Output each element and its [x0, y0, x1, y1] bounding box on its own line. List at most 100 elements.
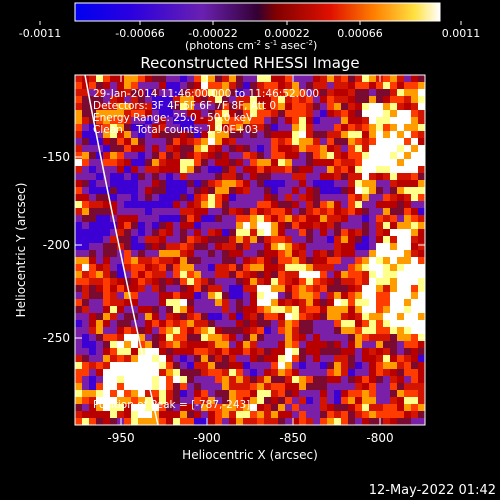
- image-pixel: [208, 180, 216, 188]
- image-pixel: [243, 320, 251, 328]
- image-pixel: [131, 159, 139, 167]
- image-pixel: [229, 383, 237, 391]
- image-pixel: [327, 327, 335, 335]
- image-pixel: [369, 369, 377, 377]
- image-pixel: [201, 369, 209, 377]
- image-pixel: [131, 138, 139, 146]
- image-pixel: [278, 117, 286, 125]
- image-pixel: [257, 285, 265, 293]
- image-pixel: [208, 124, 216, 132]
- image-pixel: [404, 306, 412, 314]
- image-pixel: [264, 355, 272, 363]
- image-pixel: [348, 285, 356, 293]
- image-pixel: [299, 313, 307, 321]
- image-pixel: [75, 173, 83, 181]
- image-pixel: [187, 355, 195, 363]
- image-pixel: [222, 418, 230, 425]
- image-pixel: [180, 145, 188, 153]
- image-pixel: [229, 257, 237, 265]
- image-pixel: [89, 383, 97, 391]
- image-pixel: [152, 75, 160, 83]
- image-pixel: [222, 383, 230, 391]
- image-pixel: [103, 271, 111, 279]
- image-pixel: [264, 313, 272, 321]
- image-pixel: [222, 208, 230, 216]
- image-pixel: [404, 229, 412, 237]
- image-pixel: [355, 348, 363, 356]
- image-pixel: [236, 236, 244, 244]
- image-pixel: [313, 299, 321, 307]
- image-pixel: [411, 117, 419, 125]
- image-pixel: [348, 117, 356, 125]
- image-pixel: [243, 89, 251, 97]
- image-pixel: [180, 376, 188, 384]
- image-pixel: [75, 271, 83, 279]
- image-pixel: [292, 390, 300, 398]
- image-pixel: [404, 271, 412, 279]
- image-pixel: [208, 348, 216, 356]
- image-pixel: [257, 376, 265, 384]
- image-pixel: [201, 131, 209, 139]
- image-pixel: [250, 145, 258, 153]
- image-pixel: [397, 348, 405, 356]
- image-pixel: [397, 138, 405, 146]
- image-pixel: [201, 411, 209, 419]
- image-pixel: [187, 82, 195, 90]
- image-pixel: [257, 271, 265, 279]
- image-pixel: [229, 348, 237, 356]
- image-pixel: [285, 341, 293, 349]
- image-pixel: [166, 250, 174, 258]
- image-pixel: [236, 243, 244, 251]
- image-pixel: [397, 194, 405, 202]
- image-pixel: [355, 131, 363, 139]
- image-pixel: [390, 194, 398, 202]
- image-pixel: [306, 397, 314, 405]
- image-pixel: [117, 152, 125, 160]
- image-pixel: [145, 341, 153, 349]
- image-pixel: [404, 159, 412, 167]
- image-pixel: [131, 397, 139, 405]
- image-pixel: [348, 313, 356, 321]
- image-pixel: [96, 138, 104, 146]
- image-pixel: [404, 138, 412, 146]
- image-pixel: [75, 82, 83, 90]
- image-pixel: [390, 75, 398, 83]
- image-pixel: [131, 355, 139, 363]
- image-pixel: [327, 285, 335, 293]
- image-pixel: [82, 159, 90, 167]
- image-pixel: [320, 194, 328, 202]
- image-pixel: [278, 103, 286, 111]
- image-pixel: [390, 313, 398, 321]
- image-pixel: [201, 278, 209, 286]
- image-pixel: [292, 383, 300, 391]
- image-pixel: [103, 243, 111, 251]
- image-pixel: [376, 390, 384, 398]
- image-pixel: [257, 257, 265, 265]
- image-pixel: [390, 138, 398, 146]
- image-pixel: [75, 362, 83, 370]
- image-pixel: [383, 75, 391, 83]
- image-pixel: [124, 292, 132, 300]
- image-pixel: [320, 243, 328, 251]
- image-pixel: [404, 103, 412, 111]
- image-pixel: [145, 320, 153, 328]
- image-pixel: [376, 194, 384, 202]
- image-pixel: [292, 82, 300, 90]
- image-pixel: [159, 173, 167, 181]
- image-pixel: [411, 348, 419, 356]
- image-pixel: [376, 411, 384, 419]
- image-pixel: [145, 75, 153, 83]
- image-pixel: [166, 222, 174, 230]
- image-pixel: [173, 103, 181, 111]
- image-pixel: [292, 236, 300, 244]
- image-pixel: [355, 404, 363, 412]
- image-pixel: [313, 194, 321, 202]
- image-pixel: [355, 390, 363, 398]
- image-pixel: [159, 376, 167, 384]
- image-pixel: [264, 159, 272, 167]
- image-pixel: [222, 110, 230, 118]
- image-pixel: [320, 390, 328, 398]
- image-pixel: [215, 383, 223, 391]
- image-pixel: [89, 299, 97, 307]
- image-pixel: [383, 152, 391, 160]
